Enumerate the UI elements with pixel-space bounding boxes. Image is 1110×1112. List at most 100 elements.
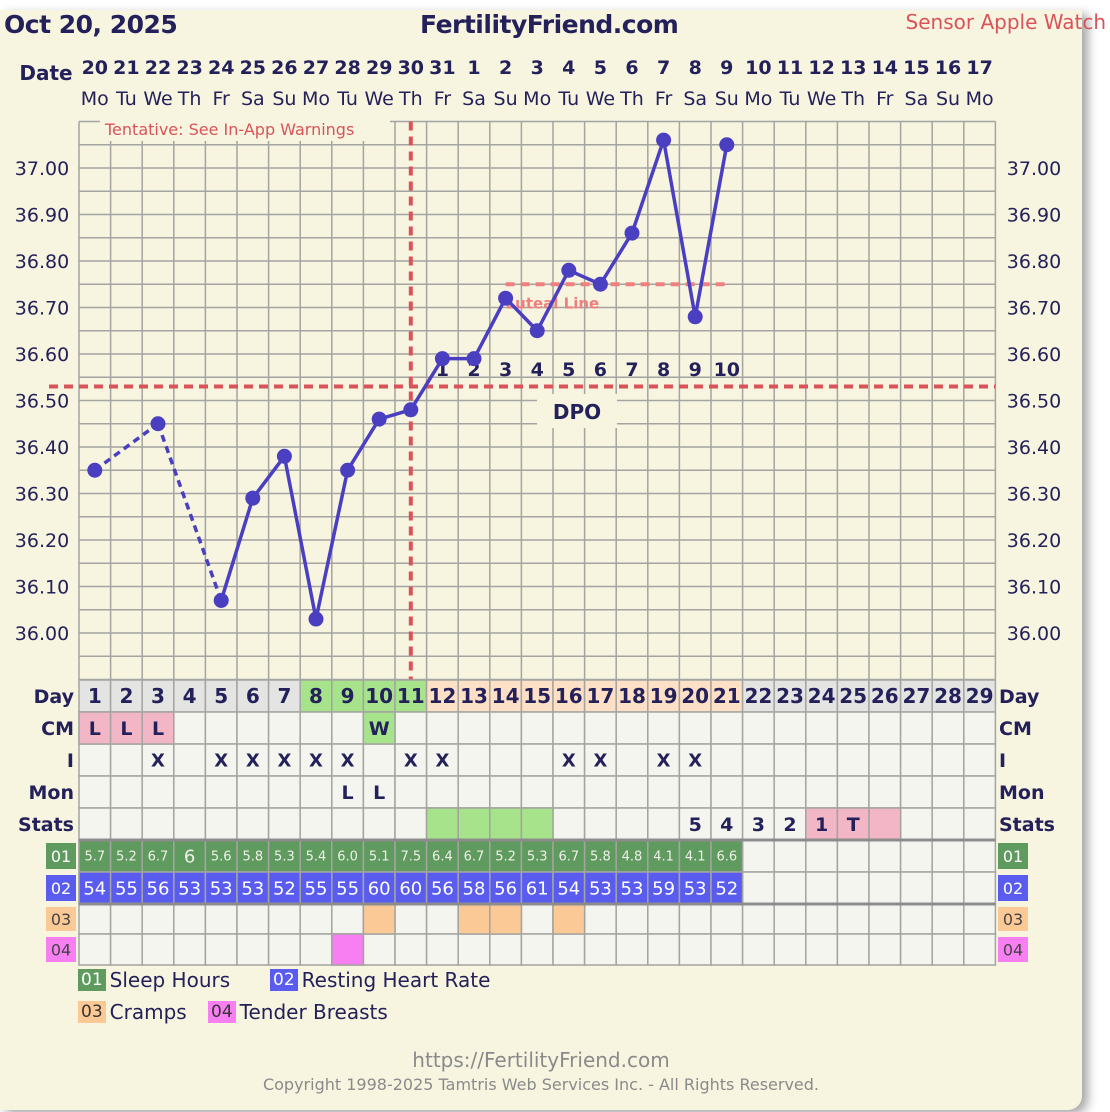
intercourse-mark: X: [151, 750, 165, 771]
temperature-point: [561, 262, 577, 278]
y-tick-left: 36.40: [15, 437, 69, 459]
table-cell: [615, 679, 649, 713]
table-cell: [331, 775, 365, 809]
table-cell: [331, 743, 365, 777]
weekday-tick: Fr: [434, 88, 452, 110]
temperature-segment: [156, 423, 223, 602]
cm-value: L: [152, 718, 164, 740]
stats-cell: [425, 807, 459, 841]
row-code-left: 04: [51, 941, 71, 960]
table-cell: [647, 711, 681, 745]
temperature-point: [245, 490, 261, 506]
table-cell: [868, 839, 902, 873]
row-code-left: 03: [51, 910, 71, 929]
table-cell: [868, 743, 902, 777]
sleep-cell: [78, 839, 112, 873]
cycle-day: 17: [586, 684, 614, 708]
row-label: I: [67, 750, 74, 772]
weekday-tick: Su: [936, 88, 960, 110]
table-cell: [109, 807, 143, 841]
intercourse-mark: X: [214, 750, 228, 771]
table-cell: [868, 933, 902, 966]
cycle-day: 1: [88, 684, 102, 708]
cycle-day: 10: [365, 684, 393, 708]
table-cell: [836, 871, 870, 905]
temperature-point: [719, 137, 735, 153]
table-cell: [741, 839, 775, 873]
table-cell: [931, 807, 965, 841]
table-cell: [931, 903, 965, 935]
table-cell: [362, 807, 396, 841]
y-tick-right: 36.30: [1007, 484, 1061, 506]
table-cell: [457, 679, 491, 713]
date-tick: 7: [657, 57, 670, 79]
weekday-tick: Th: [840, 88, 865, 110]
weekday-tick: Sa: [905, 88, 929, 110]
table-cell: [741, 871, 775, 905]
table-cell: [331, 903, 365, 935]
date-tick: 5: [594, 57, 607, 79]
stats-cell: [457, 807, 491, 841]
table-cell: [109, 903, 143, 935]
heart-cell: [615, 871, 649, 905]
table-cell: [963, 743, 997, 777]
table-cell: [710, 775, 744, 809]
table-cell: [267, 807, 301, 841]
date-tick: 6: [625, 57, 638, 79]
weekday-tick: We: [143, 88, 172, 110]
sleep-value: 5.3: [274, 850, 295, 865]
table-cell: [520, 743, 554, 777]
table-cell: [583, 903, 617, 935]
row-code-chip: [998, 937, 1028, 962]
cm-value: L: [120, 718, 132, 740]
date-tick: 31: [429, 57, 455, 79]
table-cell: [615, 903, 649, 935]
table-cell: [741, 903, 775, 935]
heart-cell: [362, 871, 396, 905]
table-cell: [710, 903, 744, 935]
date-label: Date: [19, 61, 72, 85]
table-cell: [173, 711, 207, 745]
table-cell: [615, 775, 649, 809]
heart-value: 54: [557, 878, 580, 899]
weekday-tick: Th: [398, 88, 423, 110]
table-cell: [678, 933, 712, 966]
cycle-day: 29: [966, 684, 994, 708]
stats-value: 1: [815, 814, 828, 836]
temperature-point: [340, 462, 356, 478]
date-tick: 26: [271, 57, 297, 79]
sleep-value: 6.4: [432, 850, 453, 865]
table-cell: [394, 903, 428, 935]
cycle-day: 24: [808, 684, 836, 708]
footer-url[interactable]: https://FertilityFriend.com: [412, 1048, 670, 1072]
sleep-cell: [362, 839, 396, 873]
sleep-value: 6.7: [148, 850, 169, 865]
heart-value: 52: [715, 878, 738, 899]
table-cell: [267, 711, 301, 745]
table-cell: [931, 839, 965, 873]
heart-cell: [647, 871, 681, 905]
weekday-tick: Mo: [523, 88, 551, 110]
cycle-day: 26: [871, 684, 899, 708]
table-cell: [773, 711, 807, 745]
date-tick: 29: [366, 57, 392, 79]
stats-value: 2: [783, 814, 796, 836]
sleep-value: 7.5: [400, 850, 421, 865]
weekday-tick: Su: [715, 88, 739, 110]
weekday-tick: Fr: [876, 88, 894, 110]
weekday-tick: Sa: [683, 88, 707, 110]
row-code-chip: [46, 937, 76, 962]
temperature-point: [150, 416, 166, 432]
legend-label: Tender Breasts: [239, 1000, 388, 1024]
table-cell: [204, 903, 238, 935]
table-cell: [109, 775, 143, 809]
table-cell: [773, 743, 807, 777]
temperature-segment: [219, 497, 255, 601]
heart-cell: [299, 871, 333, 905]
row-label: Mon: [29, 782, 75, 804]
table-cell: [109, 933, 143, 966]
cycle-day: 8: [309, 684, 323, 708]
table-cell: [552, 807, 586, 841]
y-tick-left: 36.50: [15, 391, 69, 413]
weekday-tick: Fr: [655, 88, 673, 110]
